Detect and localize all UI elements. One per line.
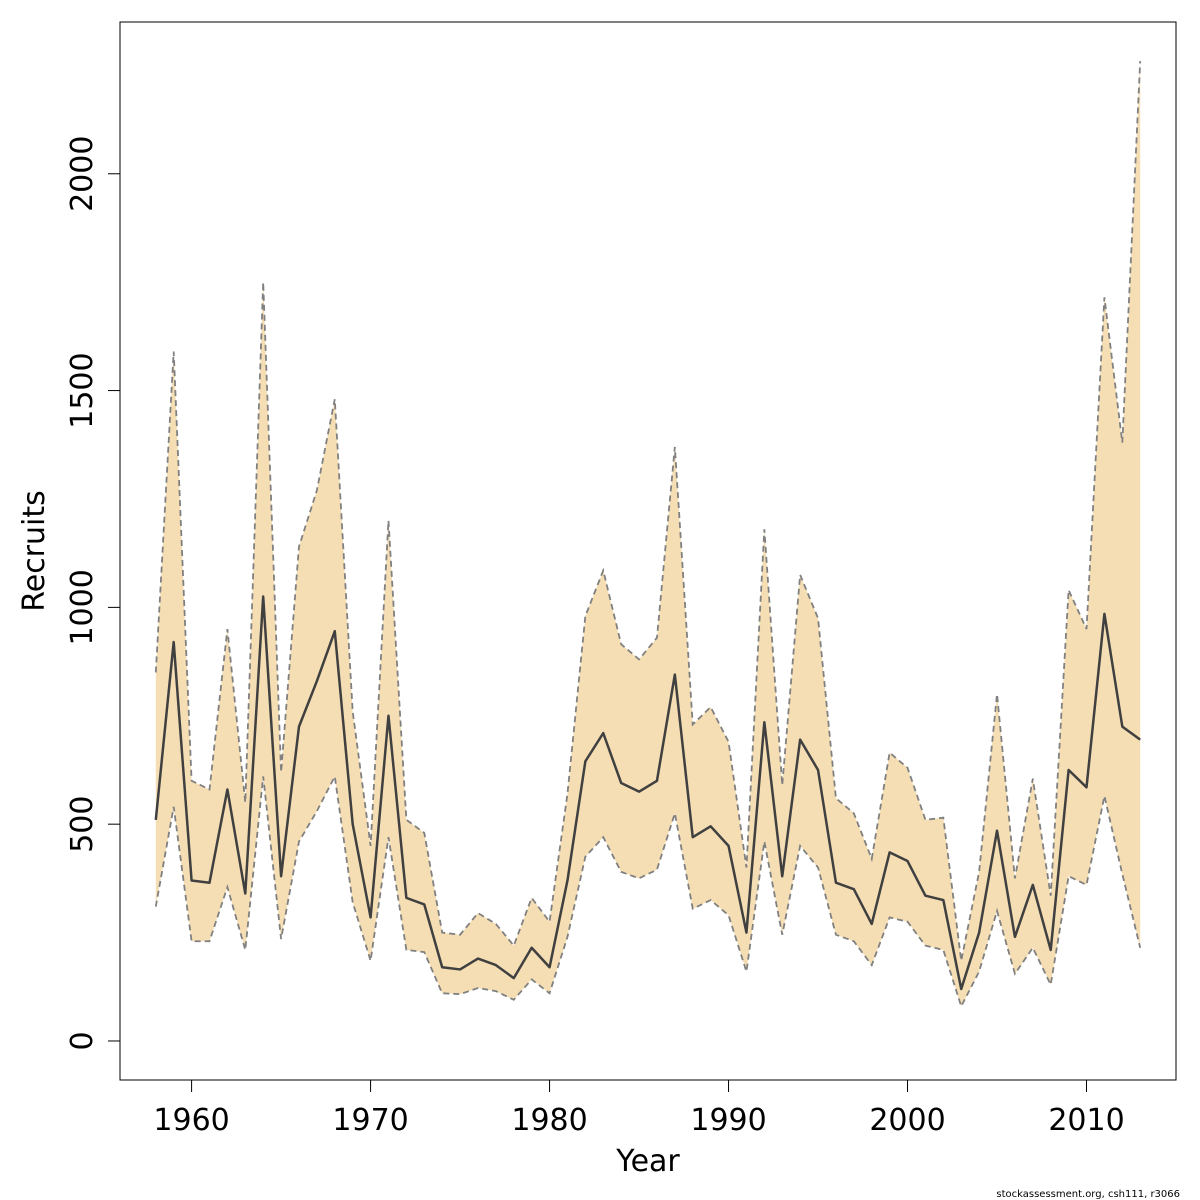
y-tick-label: 0 [65, 1031, 100, 1050]
x-tick-label: 1960 [153, 1103, 229, 1138]
y-tick-label: 1500 [65, 352, 100, 428]
bound-lines-layer [154, 60, 1142, 1009]
confidence-band [155, 61, 1141, 1007]
x-axis-title: Year [615, 1144, 680, 1179]
x-tick-label: 2000 [869, 1103, 945, 1138]
x-tick-label: 1990 [690, 1103, 766, 1138]
x-axis: 1960 1970 1980 1990 2000 2010 [153, 1079, 1125, 1138]
credit-text: stockassessment.org, csh111, r3066 [996, 1189, 1180, 1200]
lower-bound-line [154, 773, 1142, 1009]
y-tick-label: 1000 [65, 569, 100, 645]
estimate-line [154, 595, 1141, 991]
y-axis: 0 500 1000 1500 2000 [65, 136, 121, 1051]
x-tick-label: 2010 [1048, 1103, 1124, 1138]
y-tick-label: 500 [65, 796, 100, 853]
y-axis-title: Recruits [17, 490, 52, 612]
x-tick-label: 1970 [332, 1103, 408, 1138]
estimate-line-layer [154, 595, 1141, 991]
upper-bound-line [154, 60, 1142, 961]
confidence-band-layer [155, 61, 1141, 1007]
x-tick-label: 1980 [511, 1103, 587, 1138]
y-tick-label: 2000 [65, 136, 100, 212]
